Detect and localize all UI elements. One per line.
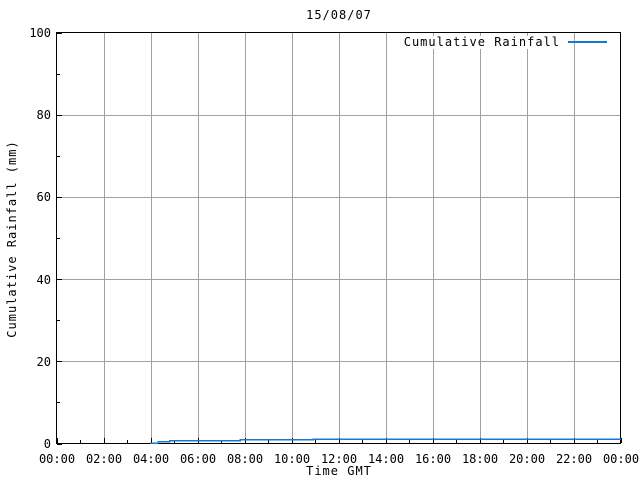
x-major-tick (338, 438, 340, 443)
x-minor-tick (80, 440, 81, 443)
y-axis-label: Cumulative Rainfall (mm) (5, 140, 19, 338)
legend-line-sample-icon (568, 41, 607, 43)
x-major-tick (432, 438, 434, 443)
x-tick-label: 22:00 (555, 452, 593, 466)
y-minor-tick (57, 73, 60, 75)
plot-area (56, 32, 622, 445)
y-major-tick (57, 114, 62, 116)
x-tick-label: 18:00 (461, 452, 499, 466)
x-minor-tick (550, 440, 551, 443)
x-tick-label: 02:00 (85, 452, 123, 466)
x-major-tick (479, 438, 481, 443)
x-minor-tick (221, 440, 222, 443)
gridline-vertical (385, 33, 387, 443)
gridline-vertical (432, 33, 434, 443)
gridline-horizontal (57, 114, 620, 116)
y-major-tick (57, 443, 62, 445)
gridline-vertical (479, 33, 481, 443)
y-major-tick (57, 32, 62, 34)
gridline-vertical (526, 33, 528, 443)
gridline-vertical (103, 33, 105, 443)
x-tick-label: 00:00 (602, 452, 640, 466)
x-axis-label: Time GMT (306, 464, 372, 478)
x-minor-tick (503, 440, 504, 443)
gridline-vertical (291, 33, 293, 443)
gridline-horizontal (57, 279, 620, 281)
x-minor-tick (174, 440, 175, 443)
x-minor-tick (362, 440, 363, 443)
x-major-tick (385, 438, 387, 443)
x-tick-label: 12:00 (320, 452, 358, 466)
x-major-tick (150, 438, 152, 443)
legend-label: Cumulative Rainfall (400, 36, 563, 49)
x-tick-label: 14:00 (367, 452, 405, 466)
rainfall-series-line (149, 438, 621, 444)
y-major-tick (57, 196, 62, 198)
y-tick-label: 80 (36, 108, 51, 123)
x-major-tick (103, 438, 105, 443)
y-minor-tick (57, 320, 60, 322)
y-tick-label: 40 (36, 272, 51, 287)
y-tick-label: 60 (36, 190, 51, 205)
x-major-tick (56, 438, 58, 443)
x-minor-tick (127, 440, 128, 443)
gridline-vertical (197, 33, 199, 443)
gridline-vertical (150, 33, 152, 443)
x-tick-label: 20:00 (508, 452, 546, 466)
gridline-vertical (244, 33, 246, 443)
gridline-vertical (573, 33, 575, 443)
cumulative-rainfall-path (149, 438, 621, 444)
x-minor-tick (409, 440, 410, 443)
gridline-horizontal (57, 361, 620, 363)
x-tick-label: 04:00 (132, 452, 170, 466)
x-major-tick (620, 438, 622, 443)
y-tick-label: 0 (43, 437, 51, 451)
x-tick-label: 08:00 (226, 452, 264, 466)
x-tick-label: 06:00 (179, 452, 217, 466)
y-tick-label: 20 (36, 354, 51, 369)
y-minor-tick (57, 155, 60, 157)
chart-title: 15/08/07 (306, 8, 372, 22)
gridline-horizontal (57, 196, 620, 198)
x-tick-label: 16:00 (414, 452, 452, 466)
gridline-vertical (338, 33, 340, 443)
y-major-tick (57, 279, 62, 281)
x-minor-tick (456, 440, 457, 443)
x-minor-tick (597, 440, 598, 443)
x-minor-tick (268, 440, 269, 443)
y-major-tick (57, 361, 62, 363)
x-tick-label: 10:00 (273, 452, 311, 466)
y-minor-tick (57, 238, 60, 239)
x-major-tick (526, 438, 528, 443)
x-tick-label: 00:00 (38, 452, 76, 466)
y-minor-tick (57, 402, 60, 404)
x-minor-tick (315, 440, 316, 443)
x-major-tick (573, 438, 575, 443)
y-tick-label: 100 (29, 26, 51, 40)
